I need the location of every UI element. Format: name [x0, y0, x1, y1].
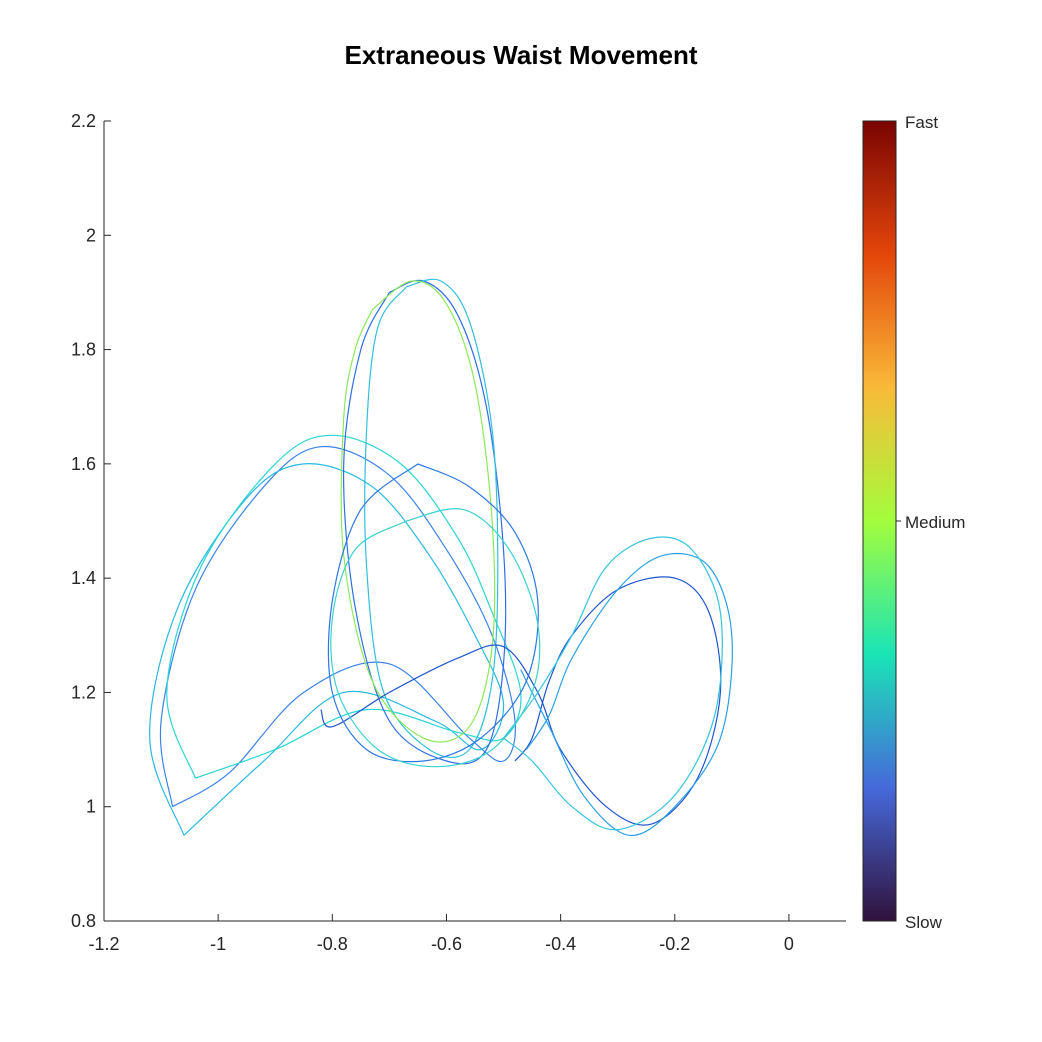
y-tick-label: 1 — [86, 797, 96, 817]
x-tick-label: -0.4 — [545, 934, 576, 954]
y-tick-label: 2 — [86, 225, 96, 245]
trajectory-line-6 — [340, 280, 496, 743]
trajectory-line-4 — [342, 279, 507, 765]
x-tick-label: -1 — [210, 934, 226, 954]
y-tick-label: 1.8 — [71, 340, 96, 360]
x-tick-label: -0.8 — [317, 934, 348, 954]
y-tick-label: 2.2 — [71, 111, 96, 131]
trajectory-line-2 — [149, 463, 505, 836]
trajectory-line-8 — [520, 553, 733, 836]
colorbar-label-slow: Slow — [905, 913, 943, 932]
colorbar-label-medium: Medium — [905, 513, 965, 532]
y-tick-label: 0.8 — [71, 911, 96, 931]
colorbar: Fast Medium Slow — [862, 113, 965, 932]
colorbar-gradient — [862, 120, 897, 922]
x-tick-label: -0.6 — [431, 934, 462, 954]
x-tick-label: -1.2 — [88, 934, 119, 954]
plot-area: -1.2 -1 -0.8 -0.6 -0.4 -0.2 0 0.8 1 1.2 1.4 1.6 1.8… — [71, 111, 846, 954]
y-tick-label: 1.2 — [71, 682, 96, 702]
chart-title: Extraneous Waist Movement — [344, 40, 697, 70]
colorbar-label-fast: Fast — [905, 113, 938, 132]
trajectory-line-5 — [364, 278, 499, 759]
trajectory-line-11 — [330, 508, 541, 768]
y-tick-label: 1.4 — [71, 568, 96, 588]
trajectory-line-1 — [159, 446, 516, 808]
trajectory-line-10 — [327, 463, 539, 763]
x-tick-label: -0.2 — [659, 934, 690, 954]
x-tick-label: 0 — [784, 934, 794, 954]
trajectory-line-3 — [166, 434, 522, 779]
trajectory-line-9 — [503, 536, 723, 831]
y-tick-label: 1.6 — [71, 454, 96, 474]
